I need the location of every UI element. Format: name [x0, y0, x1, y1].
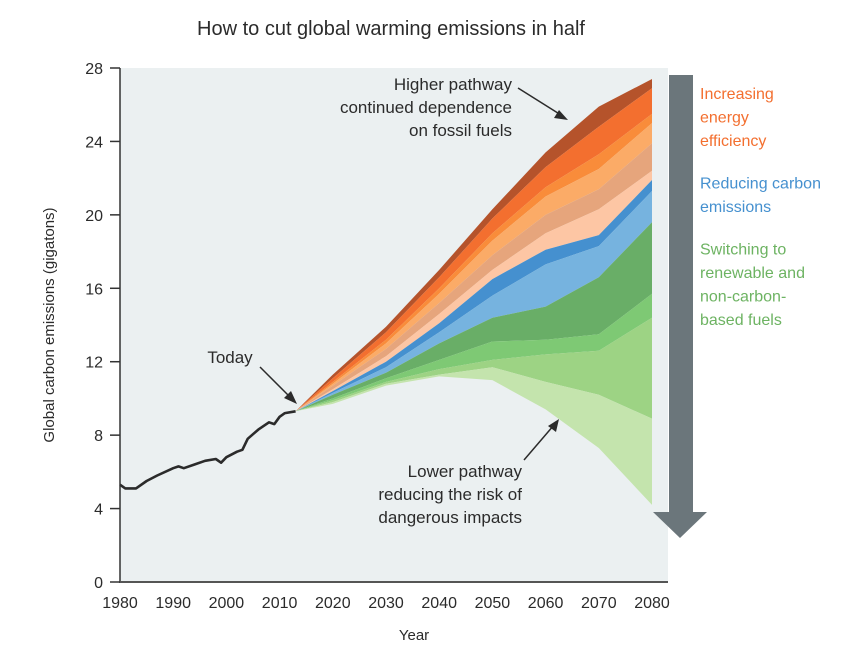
annotation-today: Today — [207, 348, 297, 404]
y-ticks: 0 4 8 12 16 20 24 28 — [85, 61, 120, 592]
y-tick-label: 0 — [94, 575, 103, 592]
x-tick-label: 2000 — [209, 595, 245, 612]
band-wedge-6 — [295, 170, 652, 412]
legend-entry-text: Reducing carbon — [700, 176, 821, 193]
y-axis-label: Global carbon emissions (gigatons) — [41, 207, 58, 442]
annotation-today-arrowhead — [284, 391, 297, 404]
annotation-higher-text-1: Higher pathway — [394, 75, 513, 94]
annotation-higher-arrowhead — [554, 110, 568, 120]
y-tick-label: 4 — [94, 502, 103, 519]
x-tick-label: 1990 — [155, 595, 191, 612]
legend-entry-text: emissions — [700, 199, 771, 216]
axes — [119, 68, 668, 583]
x-tick-label: 2020 — [315, 595, 351, 612]
annotation-lower-pathway: Lower pathway reducing the risk of dange… — [378, 419, 559, 527]
y-tick-label: 12 — [85, 355, 103, 372]
band-wedge-10 — [295, 293, 652, 412]
x-tick-label: 2010 — [262, 595, 298, 612]
x-tick-label: 1980 — [102, 595, 138, 612]
annotation-higher-arrow — [517, 87, 562, 116]
x-tick-label: 2040 — [421, 595, 457, 612]
band-wedge-11 — [295, 317, 652, 419]
legend-entry-text: non-carbon- — [700, 289, 786, 306]
annotation-higher-text-2: continued dependence — [340, 98, 512, 117]
chart-title: How to cut global warming emissions in h… — [197, 18, 585, 40]
annotation-lower-arrowhead — [548, 419, 559, 432]
y-tick-label: 20 — [85, 208, 103, 225]
annotation-lower-text-2: reducing the risk of — [378, 485, 522, 504]
annotation-lower-text-1: Lower pathway — [408, 462, 523, 481]
annotation-higher-pathway: Higher pathway continued dependence on f… — [340, 75, 568, 140]
band-wedge-2 — [295, 88, 652, 412]
annotation-lower-text-3: dangerous impacts — [378, 508, 522, 527]
legend-entry-text: Switching to — [700, 242, 786, 259]
legend-entry-text: energy — [700, 110, 749, 127]
legend-entry: Reducing carbon emissions — [700, 176, 821, 217]
down-arrow-shaft — [669, 75, 693, 513]
band-wedge-3 — [295, 113, 652, 412]
y-tick-label: 16 — [85, 281, 103, 298]
legend-entry-text: Increasing — [700, 86, 774, 103]
legend-entry: Increasing energy efficiency — [700, 86, 774, 150]
legend-entry: Switching to renewable and non-carbon-base… — [700, 242, 805, 330]
band-wedge-5 — [295, 143, 652, 412]
annotation-today-text: Today — [207, 348, 253, 367]
x-tick-label: 2080 — [634, 595, 670, 612]
legend-entry-text: based fuels — [700, 312, 782, 329]
legend-entry-text: efficiency — [700, 133, 766, 150]
down-arrow-icon — [653, 75, 707, 538]
band-wedge-1 — [295, 79, 652, 412]
band-wedge-12 — [295, 367, 652, 505]
down-arrow-head — [653, 512, 707, 538]
band-wedge-7 — [295, 180, 652, 412]
y-tick-label: 8 — [94, 428, 103, 445]
legend-entry-text: renewable and — [700, 265, 805, 282]
historical-emissions-line — [119, 410, 296, 490]
annotation-higher-text-3: on fossil fuels — [409, 121, 512, 140]
x-tick-label: 2030 — [368, 595, 404, 612]
y-tick-label: 28 — [85, 61, 103, 78]
wedge-bands — [295, 79, 652, 505]
legend: Increasing energy efficiency Reducing carbo… — [700, 86, 821, 329]
x-ticks: 1980 1990 2000 2010 2020 2030 2040 2050 2060 2070… — [102, 595, 670, 612]
annotation-today-arrow — [259, 366, 293, 400]
y-tick-label: 24 — [85, 134, 103, 151]
annotation-lower-arrow — [523, 424, 555, 461]
x-tick-label: 2060 — [528, 595, 564, 612]
band-wedge-9 — [295, 222, 652, 412]
x-axis-label: Year — [399, 627, 429, 644]
x-tick-label: 2050 — [475, 595, 511, 612]
x-tick-label: 2070 — [581, 595, 617, 612]
band-wedge-4 — [295, 123, 652, 412]
